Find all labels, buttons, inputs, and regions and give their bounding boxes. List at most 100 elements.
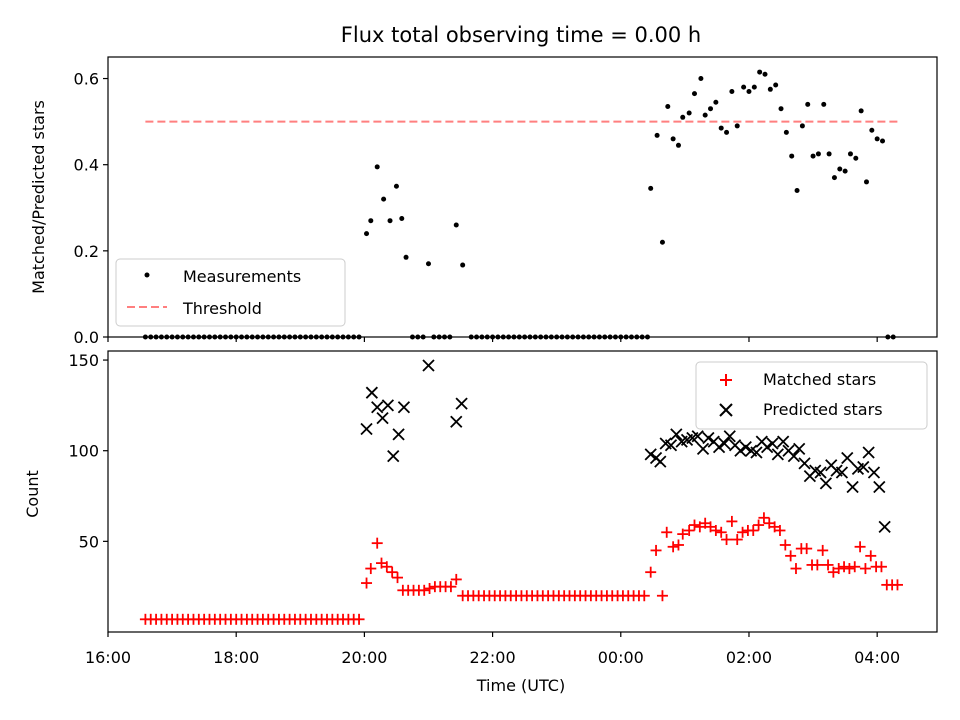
predicted-point [360,422,373,436]
top-y-tick-label: 0.4 [74,156,99,175]
matched-point [838,561,850,573]
top-x-ticks [107,337,878,342]
predicted-point [873,480,886,494]
matched-point [710,524,722,536]
measurement-point [858,108,864,114]
measurement-point [654,132,660,138]
measurement-point [741,84,747,90]
top-legend-box [115,258,346,327]
measurement-point [837,166,843,172]
predicted-point [644,448,657,461]
x-axis-label: Time (UTC) [476,676,565,695]
matched-points [139,512,903,625]
measurement-point [686,110,692,116]
measurement-point [680,114,686,120]
measurement-point [767,86,773,92]
measurement-point [821,101,827,107]
measurement-point [789,153,795,159]
matched-point [753,519,765,531]
predicted-point [392,428,405,441]
measurement-point [783,129,789,135]
matched-point [833,563,845,575]
measurement-point [773,82,779,88]
measurement-point [670,136,676,142]
measurement-point [399,216,405,222]
predicted-point [381,399,395,412]
matched-point [392,572,404,584]
legend-marker-predicted [719,403,733,417]
predicted-point [371,401,384,414]
measurement-point [778,106,784,112]
matched-point [875,561,887,573]
matched-point [849,561,861,573]
bottom-y-tick-label: 100 [68,442,99,461]
matched-point [737,526,749,538]
measurement-point [815,151,821,157]
predicted-point [841,451,854,465]
measurement-point [880,138,886,144]
measurement-point [863,179,869,185]
predicted-point [718,437,731,450]
measurement-point [425,261,431,267]
legend-label-measurements: Measurements [183,267,301,286]
matched-point [843,563,855,575]
measurement-point [374,164,380,170]
measurement-point [387,218,393,224]
predicted-point [450,415,463,428]
matched-point [424,582,436,594]
measurement-point [842,168,848,174]
measurement-point [368,218,374,224]
matched-point [865,550,877,562]
predicted-point [734,444,747,457]
legend-label-predicted: Predicted stars [763,400,883,419]
measurement-point [460,262,466,268]
matched-point [445,581,457,593]
measurement-point [757,69,763,75]
measurement-point [762,71,768,77]
predicted-point [750,446,763,459]
predicted-point [857,460,870,474]
measurement-point [874,136,880,142]
measurement-point [702,112,708,118]
matched-point [650,544,662,556]
predicted-point [712,440,726,454]
measurement-point [794,188,800,194]
predicted-point [723,430,736,443]
measurement-point [724,129,730,135]
matched-point [811,559,823,571]
top-y-axis-label: Matched/Predicted stars [29,100,48,294]
predicted-points [360,359,891,533]
x-tick-label: 16:00 [85,648,131,667]
measurement-point [746,88,752,94]
x-tick-label: 20:00 [341,648,387,667]
bottom-y-tick-label: 50 [79,532,99,551]
predicted-point [702,431,715,445]
x-tick-label: 00:00 [598,648,644,667]
matched-point [801,543,813,555]
top-plot-frame [107,56,938,338]
x-tick-label: 02:00 [726,648,772,667]
matched-point [450,573,462,585]
matched-point [661,526,673,538]
measurement-point [381,196,387,202]
measurement-point [691,91,697,97]
predicted-point [654,455,667,468]
predicted-point [787,450,800,463]
predicted-point [387,450,400,463]
measurement-point [853,155,859,161]
measurement-point [869,127,875,133]
measurement-point [847,151,853,157]
legend-label-threshold: Threshold [182,299,262,318]
predicted-point [365,386,379,399]
measurement-point [831,175,837,181]
measurement-point [805,101,811,107]
matched-point [672,539,684,551]
bottom-legend-box [695,361,928,430]
matched-point [891,579,903,591]
predicted-point [664,439,678,452]
matched-point [779,539,791,551]
matched-point [381,561,393,573]
matched-point [688,519,700,531]
matched-point [758,512,770,524]
predicted-point [793,442,806,456]
